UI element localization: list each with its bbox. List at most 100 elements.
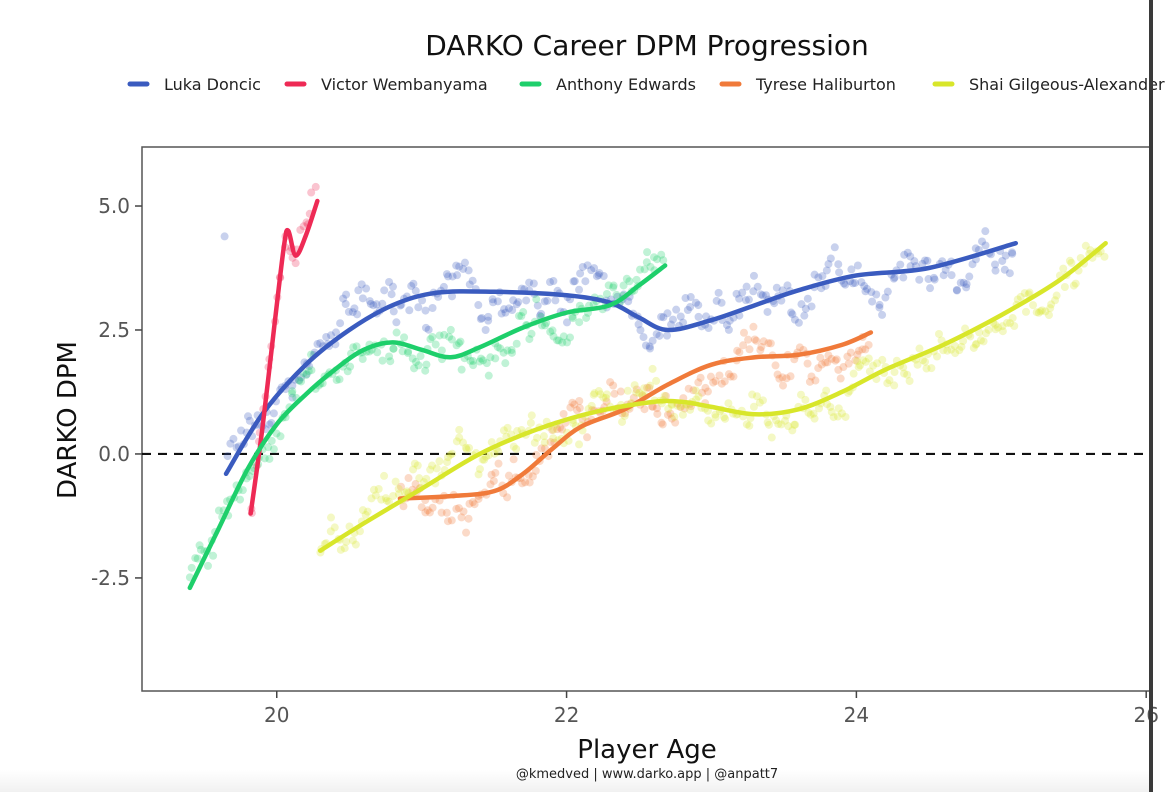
data-point	[636, 265, 645, 274]
data-point	[265, 454, 274, 463]
data-point	[657, 250, 666, 259]
data-point	[428, 503, 437, 512]
data-point	[589, 390, 598, 399]
data-point	[801, 304, 810, 313]
data-point	[558, 338, 567, 347]
data-point	[788, 426, 797, 435]
data-point	[400, 488, 409, 497]
data-point	[385, 352, 394, 361]
data-point	[826, 254, 835, 263]
data-point	[535, 311, 544, 320]
data-point	[905, 377, 914, 386]
data-point	[409, 279, 418, 288]
data-point	[425, 508, 434, 517]
data-point	[930, 275, 939, 284]
data-point	[711, 410, 720, 419]
data-point	[327, 331, 336, 340]
data-point	[927, 364, 936, 373]
data-point	[762, 291, 771, 300]
data-point	[291, 259, 300, 268]
data-point	[875, 300, 884, 309]
data-point	[823, 358, 832, 367]
data-point	[851, 356, 860, 365]
data-point	[676, 402, 685, 411]
data-point	[302, 371, 311, 380]
data-point	[466, 356, 475, 365]
data-point	[533, 301, 542, 310]
data-point	[735, 294, 744, 303]
data-point	[195, 541, 204, 550]
data-point	[676, 403, 685, 412]
data-point	[596, 390, 605, 399]
data-point	[404, 474, 413, 483]
data-point	[805, 377, 814, 386]
data-point	[484, 371, 493, 380]
data-point	[549, 277, 558, 286]
data-point	[440, 330, 449, 339]
data-point	[694, 301, 703, 310]
data-point	[442, 508, 451, 517]
data-point	[703, 387, 712, 396]
data-point	[348, 308, 357, 317]
data-point	[330, 523, 339, 532]
data-point	[389, 491, 398, 500]
data-point	[635, 389, 644, 398]
data-point	[643, 248, 652, 257]
data-point	[238, 486, 247, 495]
data-point	[835, 268, 844, 277]
data-point	[1065, 256, 1074, 265]
data-point	[402, 487, 411, 496]
data-point	[456, 337, 465, 346]
data-point	[474, 494, 483, 503]
data-point	[722, 321, 731, 330]
data-point	[479, 356, 488, 365]
data-point	[694, 392, 703, 401]
data-point	[843, 352, 852, 361]
data-point	[457, 365, 466, 374]
data-point	[287, 389, 296, 398]
data-point	[444, 272, 453, 281]
data-point	[772, 283, 781, 292]
data-point	[711, 413, 720, 422]
data-point	[756, 346, 765, 355]
data-point	[245, 416, 254, 425]
data-point	[509, 442, 518, 451]
data-point	[1013, 295, 1022, 304]
data-point	[474, 470, 483, 479]
data-point	[594, 387, 603, 396]
data-point	[763, 307, 772, 316]
data-point	[915, 344, 924, 353]
data-point	[676, 312, 685, 321]
screen-edge	[1149, 0, 1153, 792]
data-point	[609, 283, 618, 292]
data-point	[559, 409, 568, 418]
data-point	[269, 445, 278, 454]
data-point	[575, 285, 584, 294]
data-point	[827, 354, 836, 363]
data-point	[742, 420, 751, 429]
data-point	[900, 369, 909, 378]
data-point	[1032, 308, 1041, 317]
data-point	[694, 378, 703, 387]
data-point	[1067, 258, 1076, 267]
data-point	[1000, 265, 1009, 274]
data-point	[503, 346, 512, 355]
data-point	[203, 561, 212, 570]
data-point	[817, 360, 826, 369]
data-point	[489, 298, 498, 307]
data-point	[609, 281, 618, 290]
data-point	[959, 278, 968, 287]
data-point	[475, 357, 484, 366]
data-point	[508, 306, 517, 315]
y-tick-label: 5.0	[98, 194, 130, 218]
data-point	[709, 378, 718, 387]
data-point	[774, 419, 783, 428]
data-point	[417, 503, 426, 512]
data-point	[191, 554, 200, 563]
data-point	[900, 250, 909, 259]
data-point	[549, 434, 558, 443]
data-point	[304, 367, 313, 376]
data-point	[512, 444, 521, 453]
data-point	[758, 291, 767, 300]
data-point	[478, 455, 487, 464]
